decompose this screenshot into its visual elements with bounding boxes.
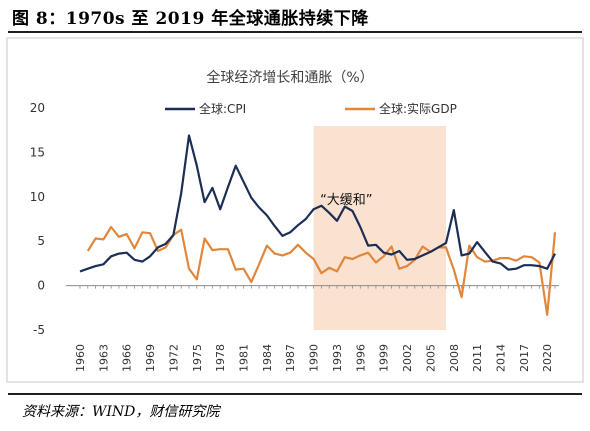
- x-tick-label: 2011: [471, 344, 484, 372]
- x-tick-label: 1984: [261, 344, 274, 372]
- x-tick-label: 1981: [238, 344, 251, 372]
- x-tick-label: 2017: [518, 344, 531, 372]
- x-axis: 1960 1963 1966 1969 1972 1975 1978 1981 1984 1987…: [66, 285, 559, 372]
- chart-title: 全球经济增长和通胀（%）: [206, 69, 373, 86]
- x-tick-label: 1999: [378, 344, 391, 372]
- x-tick-label: 1996: [354, 344, 367, 372]
- x-tick-label: 2020: [541, 344, 554, 372]
- x-tick-label: 1963: [97, 344, 110, 372]
- x-tick-label: 1993: [331, 344, 344, 372]
- legend: 全球:CPI 全球:实际GDP: [165, 101, 457, 116]
- x-tick-label: 1990: [308, 344, 321, 372]
- series-line: [86, 225, 557, 316]
- annotation-layer: “大缓和”: [320, 193, 372, 208]
- figure-title: 图 8：1970s 至 2019 年全球通胀持续下降: [12, 9, 369, 29]
- shaded-region-label: “大缓和”: [320, 193, 372, 208]
- y-tick-label: 20: [30, 101, 45, 115]
- top-rule: [8, 31, 582, 33]
- y-tick-label: 5: [37, 234, 45, 248]
- x-tick-label: 1972: [167, 344, 180, 372]
- legend-label: 全球:CPI: [199, 101, 246, 116]
- series-line: [79, 134, 556, 273]
- shaded-region: [313, 126, 446, 330]
- y-axis: -5 0 5 10 15 20: [30, 101, 45, 337]
- y-tick-label: 15: [30, 145, 45, 159]
- x-tick-label: 2008: [448, 344, 461, 372]
- x-tick-label: 1978: [214, 344, 227, 372]
- bottom-rule: [8, 393, 582, 395]
- x-tick-label: 1960: [74, 344, 87, 372]
- x-tick-label: 2005: [424, 344, 437, 372]
- legend-label: 全球:实际GDP: [379, 101, 457, 116]
- x-tick-label: 2002: [401, 344, 414, 372]
- source-note: 资料来源：WIND，财信研究院: [22, 404, 220, 420]
- x-tick-label: 2014: [494, 344, 507, 372]
- x-tick-label: 1966: [121, 344, 134, 372]
- series-layer: [79, 134, 557, 316]
- x-tick-label: 1969: [144, 344, 157, 372]
- x-tick-label: 1975: [191, 344, 204, 372]
- y-tick-label: 10: [30, 190, 45, 204]
- shaded-region-layer: [313, 126, 446, 330]
- y-tick-label: 0: [37, 279, 45, 293]
- chart-frame: [6, 37, 584, 383]
- y-tick-label: -5: [33, 323, 45, 337]
- x-tick-label: 1987: [284, 344, 297, 372]
